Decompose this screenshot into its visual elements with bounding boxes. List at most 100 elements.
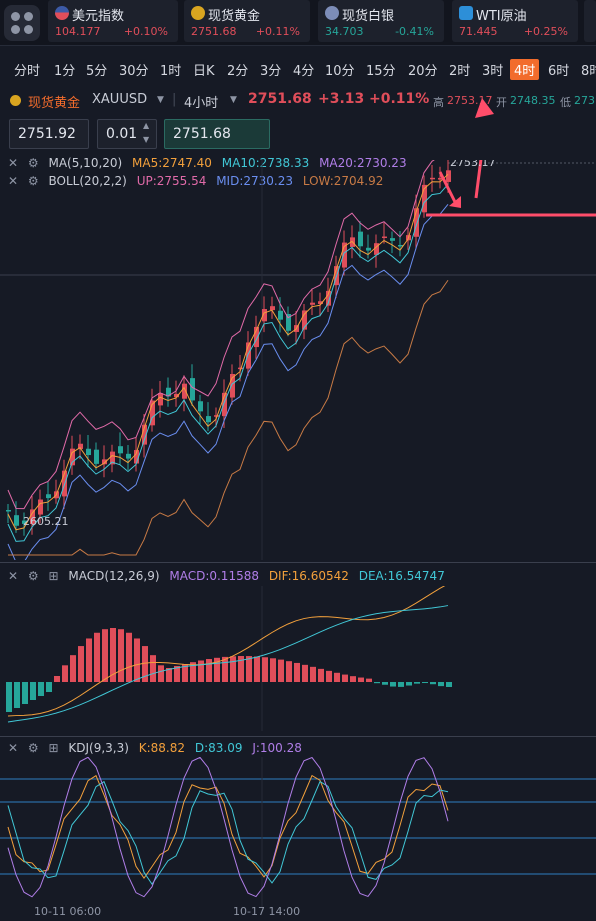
high-label: 高 (433, 96, 444, 109)
close-icon[interactable]: ✕ (8, 156, 19, 170)
macd-bar (318, 668, 324, 682)
sell-price-box[interactable]: 2751.92 (9, 119, 89, 149)
tab-period[interactable]: 5分 (86, 64, 108, 79)
macd-bar (166, 668, 172, 682)
boll-upper-line (7, 160, 435, 510)
macd-bar (310, 666, 316, 682)
ticker-name: 现货白银 (342, 9, 395, 24)
low-label: 低 (560, 96, 571, 109)
open-label: 开 (496, 96, 507, 109)
macd-bar (134, 638, 140, 682)
tab-period[interactable]: 1时 (160, 64, 182, 79)
tab-period[interactable]: 2时 (449, 64, 471, 79)
tab-period[interactable]: 6时 (548, 64, 570, 79)
macd-bar (374, 682, 380, 684)
tab-period[interactable]: 15分 (366, 64, 396, 79)
candle-body (86, 448, 91, 456)
macd-bar (414, 682, 420, 684)
candle-body (278, 310, 283, 320)
macd-bar (198, 660, 204, 682)
tab-period[interactable]: 分时 (14, 64, 41, 79)
candle-body (102, 459, 107, 465)
price-change: +3.13 (318, 91, 365, 107)
candle-body (14, 515, 19, 526)
candle-body (198, 401, 203, 412)
tab-period[interactable]: 30分 (119, 64, 149, 79)
gear-icon[interactable]: ⚙ (27, 156, 39, 170)
divider: | (172, 92, 177, 107)
candle-body (326, 290, 331, 306)
silver-coin-icon (325, 6, 339, 20)
interval-select[interactable]: 4小时 (184, 96, 219, 111)
ticker-price: 2751.68 (191, 25, 237, 38)
ma5-value: MA5:2747.40 (132, 156, 212, 170)
macd-bar (150, 655, 156, 682)
j-value: J:100.28 (252, 741, 302, 755)
close-icon[interactable]: ✕ (8, 174, 19, 188)
macd-bar (286, 661, 292, 682)
apps-grid-icon[interactable] (4, 5, 40, 41)
ticker-usd-index[interactable]: 美元指数 104.177 +0.10% (48, 0, 178, 42)
candle-body (222, 392, 227, 417)
tab-period[interactable]: 日K (193, 64, 215, 79)
macd-bar (206, 659, 212, 682)
ma10-line (7, 183, 449, 542)
ticker-name: 现货黄金 (208, 9, 261, 24)
ticker-change: +0.11% (255, 25, 300, 38)
ticker-spot-gold[interactable]: 现货黄金 2751.68 +0.11% (184, 0, 310, 42)
plus-box-icon[interactable]: ⊞ (48, 741, 59, 755)
gear-icon[interactable]: ⚙ (27, 569, 39, 583)
macd-bar (254, 656, 260, 682)
macd-bar (294, 662, 300, 682)
panel-divider (0, 736, 596, 737)
boll-up-value: UP:2755.54 (136, 174, 207, 188)
candle-body (118, 446, 123, 454)
chevron-down-icon[interactable]: ▼ (143, 135, 150, 144)
candlestick-chart[interactable]: 2753.17 2605.21 (0, 160, 596, 560)
macd-bar (230, 656, 236, 682)
candle-body (342, 242, 347, 268)
close-icon[interactable]: ✕ (8, 741, 19, 755)
instrument-name[interactable]: 现货黄金 (28, 96, 81, 111)
candle-body (422, 184, 427, 213)
tab-period[interactable]: 1分 (54, 64, 76, 79)
tab-period[interactable]: 3分 (260, 64, 282, 79)
macd-bar (174, 665, 180, 682)
kdj-chart[interactable] (0, 757, 596, 907)
tab-period[interactable]: 4分 (293, 64, 315, 79)
chevron-up-icon[interactable]: ▲ (143, 121, 150, 130)
macd-bar (6, 682, 12, 712)
tab-period-active[interactable]: 4时 (510, 59, 540, 80)
plus-box-icon[interactable]: ⊞ (48, 569, 59, 583)
tab-period[interactable]: 8时 (581, 64, 596, 79)
ma-name: MA(5,10,20) (48, 156, 123, 170)
open-value: 2748.35 (510, 94, 556, 107)
tab-period[interactable]: 2分 (227, 64, 249, 79)
price-change-pct: +0.11% (369, 91, 430, 107)
macd-bar (390, 682, 396, 687)
down-arrow-line (438, 171, 458, 205)
chevron-down-icon[interactable]: ▼ (157, 95, 164, 105)
period-tabs: 分时 1分 5分 30分 1时 日K 2分 3分 4分 10分 15分 20分 … (0, 56, 596, 83)
k-line (7, 774, 449, 879)
instrument-symbol[interactable]: XAUUSD (92, 92, 148, 107)
close-icon[interactable]: ✕ (8, 569, 19, 583)
ticker-spot-silver[interactable]: 现货白银 34.703 -0.41% (318, 0, 444, 42)
j-line (7, 757, 449, 898)
tab-period[interactable]: 3时 (482, 64, 504, 79)
low-value: 273 (574, 94, 595, 107)
tab-period[interactable]: 10分 (325, 64, 355, 79)
candle-body (382, 236, 387, 239)
candle-body (142, 424, 147, 445)
gear-icon[interactable]: ⚙ (27, 741, 39, 755)
macd-bar (358, 677, 364, 682)
tab-period[interactable]: 20分 (408, 64, 438, 79)
ticker-wti-oil[interactable]: WTI原油 71.445 +0.25% (452, 0, 578, 42)
macd-bar (78, 646, 84, 682)
lots-input[interactable]: 0.01 (97, 119, 157, 149)
chevron-down-icon[interactable]: ▼ (230, 95, 237, 105)
gear-icon[interactable]: ⚙ (27, 174, 39, 188)
low-mark-label: 2605.21 (23, 515, 69, 528)
buy-price-box[interactable]: 2751.68 (164, 119, 270, 149)
macd-chart[interactable] (0, 586, 596, 731)
